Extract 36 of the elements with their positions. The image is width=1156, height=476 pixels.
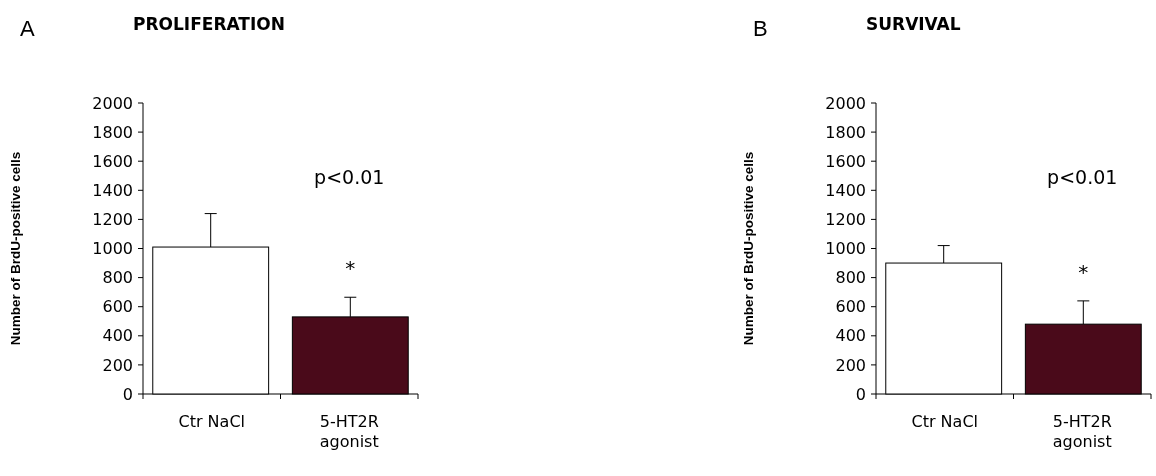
chart-title: PROLIFERATION <box>133 14 285 34</box>
y-tick-label: 2000 <box>92 93 133 113</box>
y-tick-label: 800 <box>102 268 133 288</box>
y-tick-label: 400 <box>102 326 133 346</box>
y-tick-label: 1400 <box>92 180 133 200</box>
text: B <box>753 16 768 41</box>
y-tick-label: 0 <box>122 384 133 404</box>
x-tick-label: 5-HT2R agonist <box>319 412 379 451</box>
annotation: p<0.01 <box>314 166 385 189</box>
x-tick-label: Ctr NaCl <box>178 412 245 431</box>
y-tick-label: 1800 <box>92 122 133 142</box>
y-tick-label: 600 <box>102 297 133 317</box>
y-tick-label: 200 <box>102 355 133 375</box>
y-tick-label: 1600 <box>825 151 866 171</box>
text: A <box>20 16 35 41</box>
y-tick-label: 800 <box>835 268 866 288</box>
x-tick-label: Ctr NaCl <box>911 412 978 431</box>
y-tick-label: 1200 <box>92 210 133 229</box>
y-tick-label: 1000 <box>92 239 133 259</box>
y-tick-label: 1000 <box>825 239 866 259</box>
y-tick-label: 2000 <box>825 93 866 113</box>
y-axis-title: Number of BrdU-positive cells <box>741 151 756 346</box>
y-tick-label: 400 <box>835 326 866 346</box>
y-tick-label: 1800 <box>825 122 866 142</box>
y-tick-label: 0 <box>855 384 866 404</box>
chart-title: SURVIVAL <box>866 14 961 34</box>
y-tick-label: 200 <box>835 355 866 375</box>
y-tick-label: 1200 <box>825 210 866 229</box>
y-tick-label: 600 <box>835 297 866 317</box>
annotation: * <box>1078 259 1089 284</box>
y-tick-label: 1400 <box>825 180 866 200</box>
y-tick-label: 1600 <box>92 151 133 171</box>
y-axis-title: Number of BrdU-positive cells <box>8 151 23 346</box>
x-tick-label: 5-HT2R agonist <box>1052 412 1112 451</box>
annotation: * <box>345 256 356 281</box>
annotation: p<0.01 <box>1047 166 1118 189</box>
